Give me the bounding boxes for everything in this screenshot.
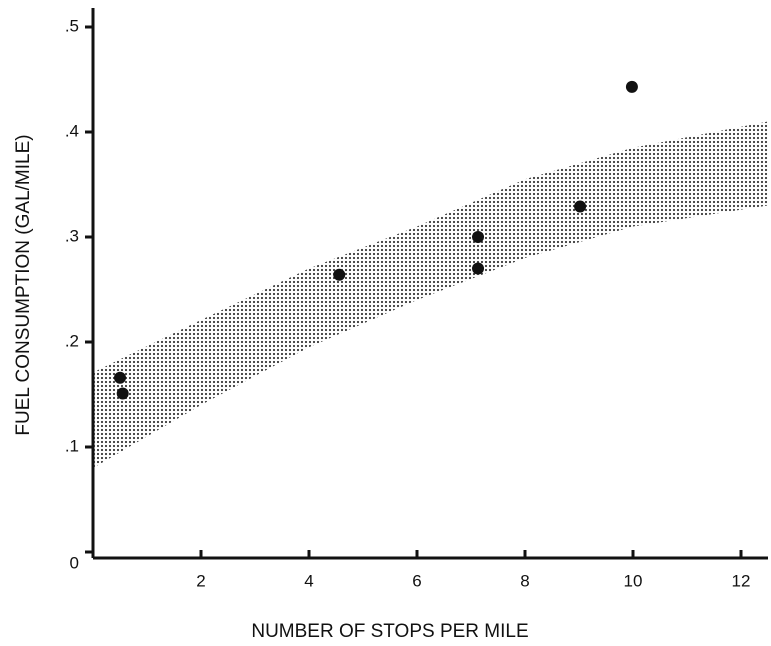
x-tick-label: 12 bbox=[732, 571, 751, 590]
y-axis-label: FUEL CONSUMPTION (GAL/MILE) bbox=[13, 134, 34, 435]
data-point bbox=[574, 200, 587, 213]
x-axis-label: NUMBER OF STOPS PER MILE bbox=[251, 621, 528, 642]
x-tick-label: 2 bbox=[196, 571, 205, 590]
data-point bbox=[116, 387, 129, 400]
data-point bbox=[333, 268, 346, 281]
y-tick-label: .1 bbox=[65, 436, 79, 455]
y-tick-label: .5 bbox=[65, 16, 79, 35]
data-point bbox=[472, 231, 485, 243]
band bbox=[93, 121, 768, 468]
y-tick-label: .4 bbox=[65, 121, 79, 140]
data-point bbox=[114, 371, 126, 384]
y-tick-label: .3 bbox=[65, 226, 79, 245]
x-tick-label: 8 bbox=[520, 571, 529, 590]
x-tick-label: 10 bbox=[624, 571, 643, 590]
data-point bbox=[472, 262, 485, 275]
x-tick-label: 4 bbox=[304, 571, 313, 590]
y-tick-label: 0 bbox=[70, 553, 79, 572]
y-tick-label: .2 bbox=[65, 331, 79, 350]
x-tick-label: 6 bbox=[412, 571, 421, 590]
data-point bbox=[625, 80, 638, 93]
